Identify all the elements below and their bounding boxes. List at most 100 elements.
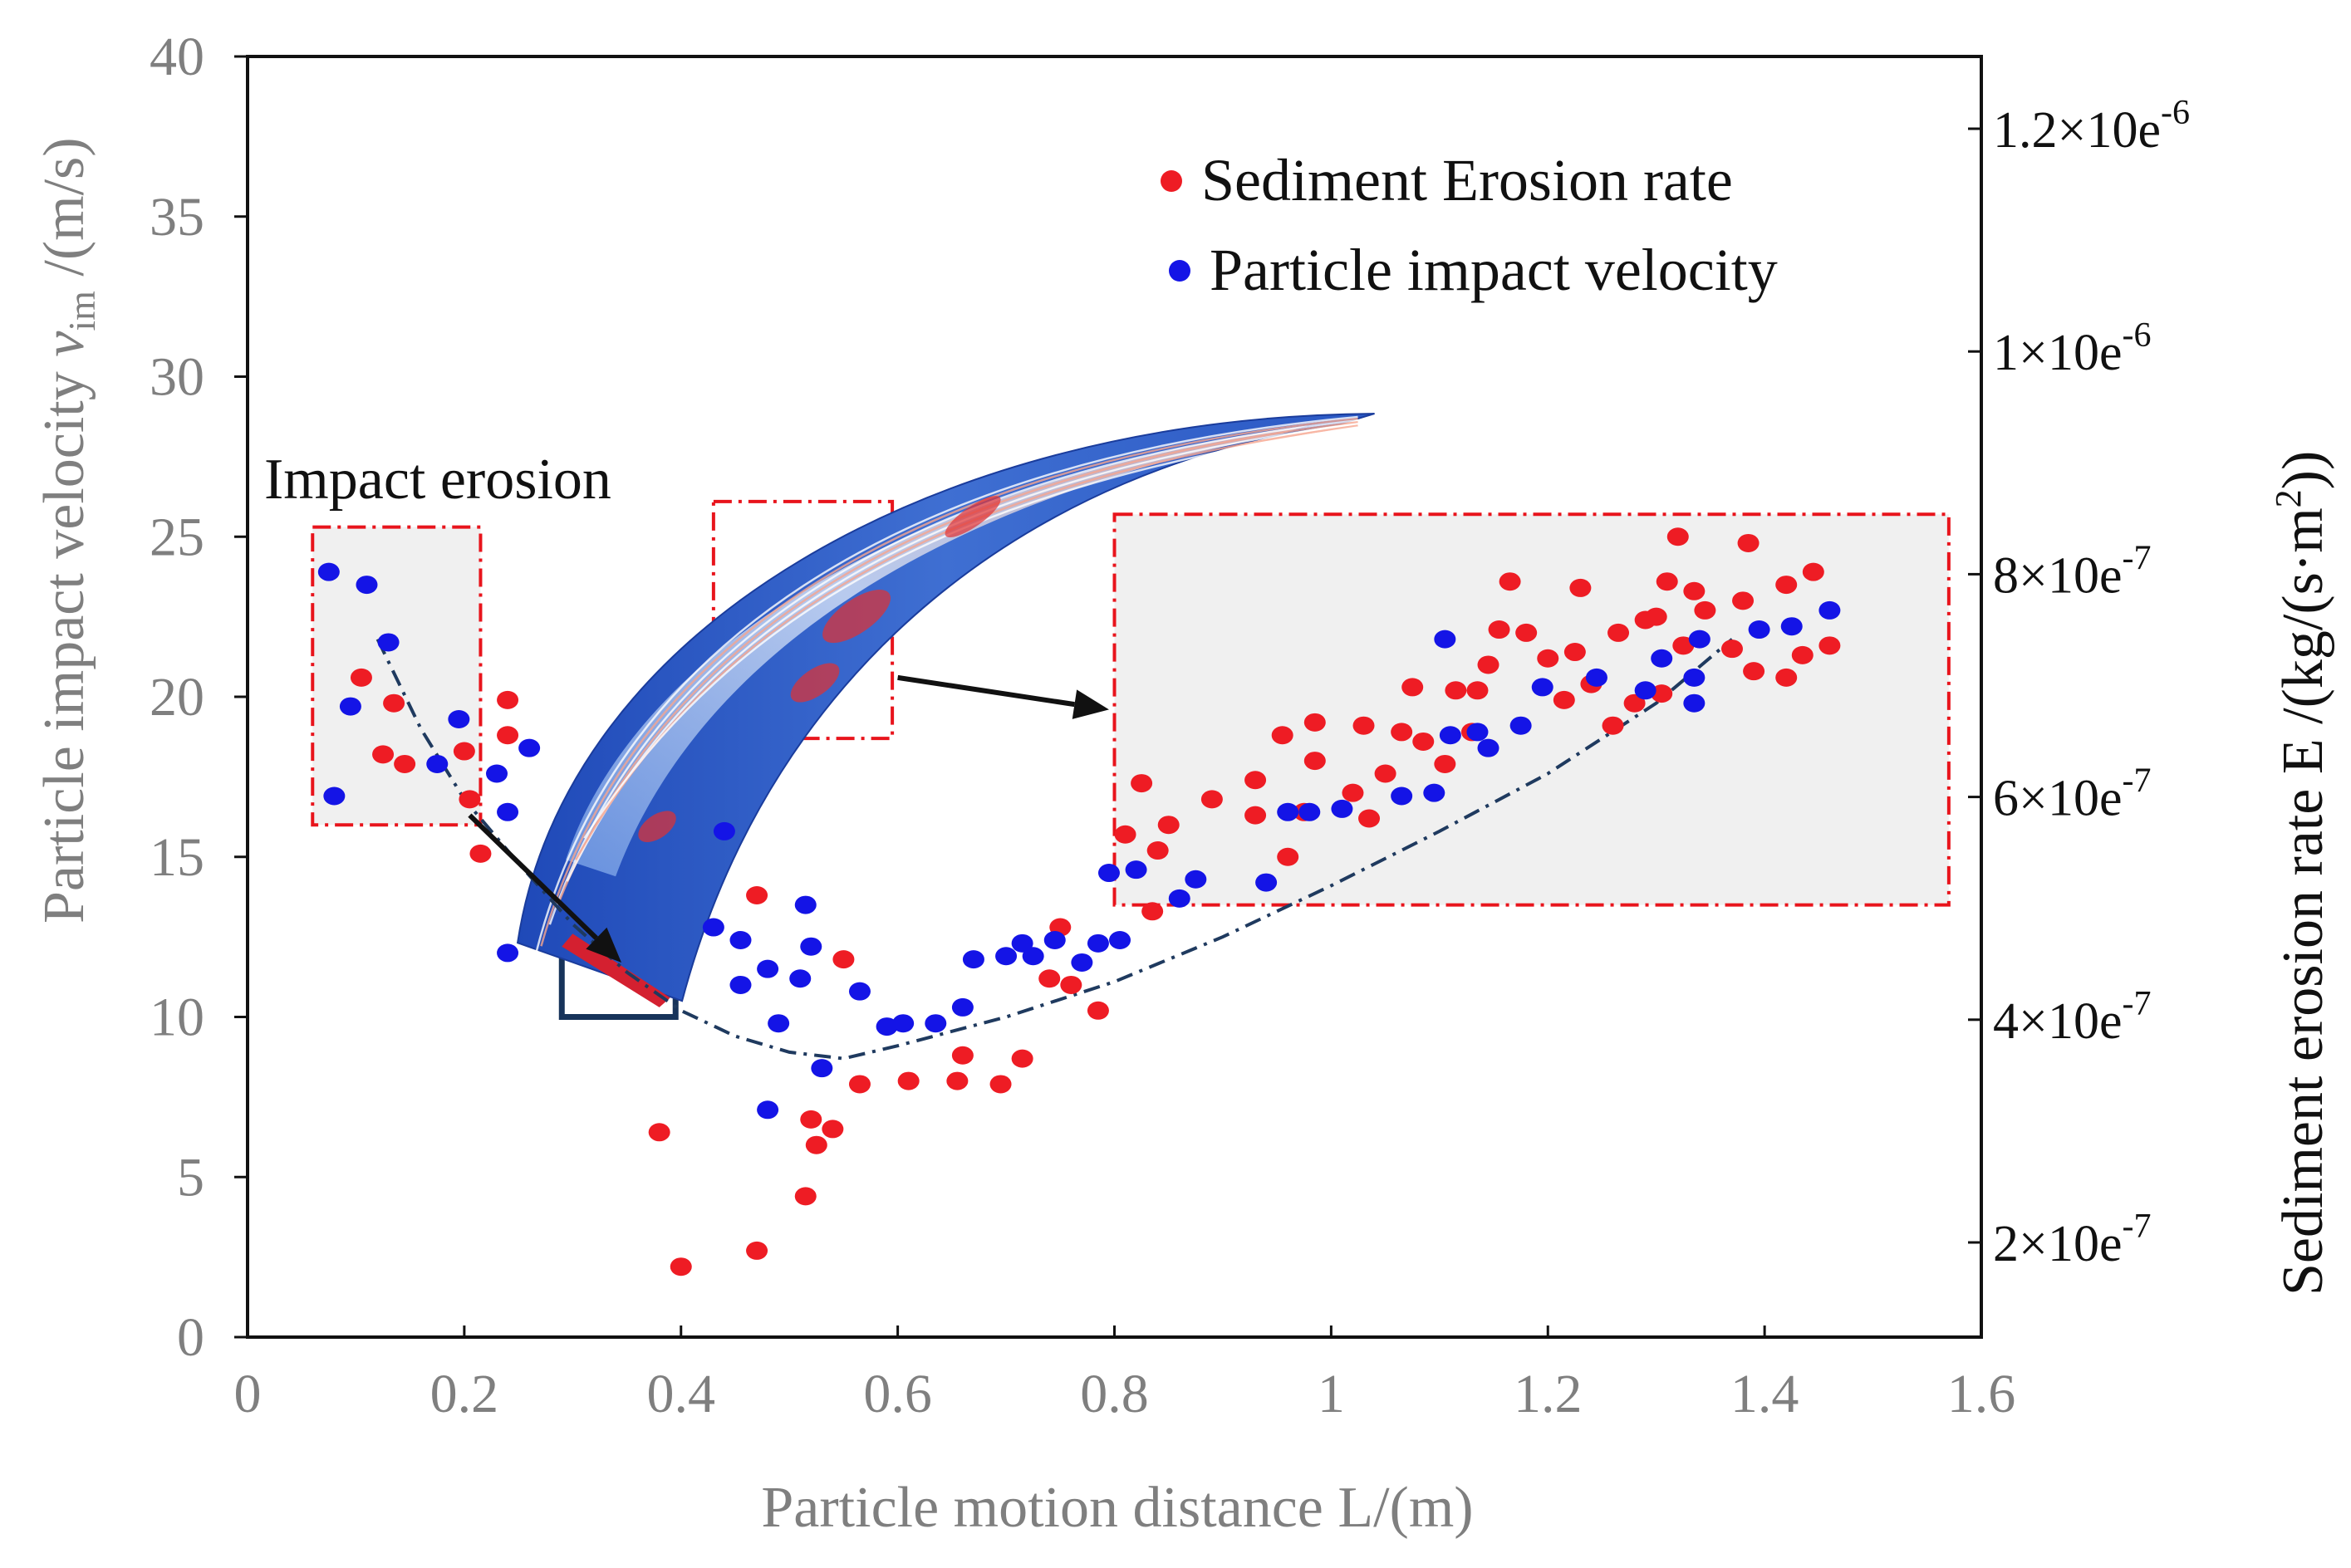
velocity-point <box>1097 864 1120 883</box>
y-tick-label: 25 <box>150 507 204 567</box>
erosion-point <box>1141 902 1164 921</box>
erosion-point <box>1694 600 1716 620</box>
erosion-point <box>453 742 475 761</box>
y-axis-title-symbol: v <box>32 331 96 357</box>
erosion-point <box>832 950 855 969</box>
erosion-point <box>1087 1001 1109 1020</box>
y2-tick-base: 1×10e <box>1993 325 2122 381</box>
y2-tick-label: 6×10e-7 <box>1993 762 2151 827</box>
y2-axis-title-main: Sediment erosion rate E /(kg/(s·m <box>2271 507 2335 1296</box>
series-impact-velocity <box>317 562 1841 1120</box>
erosion-point <box>1466 681 1489 700</box>
erosion-point <box>1060 975 1082 994</box>
velocity-point <box>811 1059 833 1078</box>
x-tick-label: 0 <box>234 1364 262 1424</box>
erosion-point <box>1401 678 1424 697</box>
erosion-point <box>1607 623 1630 642</box>
velocity-point <box>876 1017 898 1036</box>
arrow-to-erosion-region-head <box>1072 689 1109 719</box>
y2-tick-label: 8×10e-7 <box>1993 539 2151 604</box>
erosion-point <box>1477 655 1499 674</box>
erosion-point <box>946 1071 969 1090</box>
y-tick-label: 20 <box>150 667 204 728</box>
velocity-point <box>1185 870 1207 889</box>
velocity-point <box>1087 933 1109 953</box>
y-tick-label: 5 <box>177 1147 204 1208</box>
blade-erosion-patch <box>822 590 891 644</box>
erosion-point <box>1645 607 1667 626</box>
velocity-point <box>848 982 871 1001</box>
erosion-point <box>1553 690 1575 709</box>
velocity-point <box>713 821 735 840</box>
y2-axis-title-sup: 2 <box>2268 489 2309 507</box>
y2-tick-exponent: -7 <box>2122 985 2151 1023</box>
y2-tick-exponent: -7 <box>2122 539 2151 577</box>
velocity-point <box>486 764 508 783</box>
y-axis-title: Particle impact velocity vim /(m/s) <box>32 137 103 924</box>
erosion-point <box>989 1075 1012 1094</box>
erosion-point <box>1720 639 1743 659</box>
erosion-point <box>951 1046 974 1065</box>
velocity-point <box>1818 600 1841 620</box>
x-axis: 0 0.2 0.4 0.6 0.8 1 1.2 1.4 1.6 <box>234 1325 2015 1424</box>
velocity-point <box>702 918 724 937</box>
x-tick-label: 1 <box>1318 1364 1345 1424</box>
velocity-point <box>1011 933 1033 953</box>
y-axis-title-subscript: im <box>61 291 103 331</box>
velocity-point <box>1331 799 1353 818</box>
erosion-point <box>1038 969 1061 988</box>
velocity-point <box>1255 873 1278 892</box>
erosion-point <box>1146 841 1169 860</box>
velocity-point <box>1168 889 1190 908</box>
y2-tick-base: 2×10e <box>1993 1216 2122 1272</box>
erosion-point <box>1666 527 1689 546</box>
velocity-point <box>768 1014 790 1033</box>
erosion-point <box>822 1120 844 1139</box>
erosion-point <box>1244 771 1267 790</box>
velocity-point <box>729 975 752 994</box>
erosion-point <box>350 668 372 687</box>
erosion-point <box>1818 636 1841 655</box>
scatter-series <box>317 527 1841 1276</box>
erosion-point <box>459 790 481 809</box>
erosion-point <box>1515 623 1538 642</box>
y2-tick-base: 6×10e <box>1993 771 2122 827</box>
erosion-point <box>1352 716 1375 735</box>
y-tick-label: 10 <box>150 987 204 1048</box>
blade-erosion-patch <box>790 663 840 703</box>
blade-erosion-patch <box>638 811 676 843</box>
erosion-point <box>1303 752 1326 771</box>
erosion-point <box>1412 732 1435 751</box>
erosion-point <box>372 745 395 764</box>
velocity-point <box>1071 953 1093 972</box>
velocity-point <box>1466 723 1489 742</box>
velocity-point <box>1509 716 1532 735</box>
erosion-point <box>1131 774 1153 793</box>
blade-streamline <box>548 419 1358 925</box>
erosion-point <box>897 1071 920 1090</box>
annotation-arrows <box>468 674 1109 963</box>
velocity-point <box>323 786 346 806</box>
legend-label-velocity: Particle impact velocity <box>1210 237 1778 303</box>
velocity-point <box>892 1014 915 1033</box>
y-tick-label: 35 <box>150 187 204 247</box>
erosion-point <box>1602 716 1624 735</box>
legend: Sediment Erosion rate Particle impact ve… <box>1161 147 1778 303</box>
velocity-point <box>794 895 817 914</box>
erosion-point <box>1563 643 1586 662</box>
erosion-point <box>394 754 416 773</box>
x-axis-title: Particle motion distance L/(m) <box>761 1476 1473 1540</box>
velocity-point <box>1439 726 1461 745</box>
velocity-point <box>1688 630 1710 649</box>
erosion-point <box>1623 693 1646 713</box>
erosion-point <box>1445 681 1467 700</box>
blade-streamline <box>540 417 1358 947</box>
velocity-point <box>1434 630 1456 649</box>
erosion-point <box>1271 726 1293 745</box>
y-tick-label: 30 <box>150 347 204 408</box>
arrow-to-erosion-region <box>897 674 1109 719</box>
velocity-point <box>995 947 1018 966</box>
erosion-point <box>1277 847 1299 866</box>
velocity-point <box>1109 930 1131 949</box>
